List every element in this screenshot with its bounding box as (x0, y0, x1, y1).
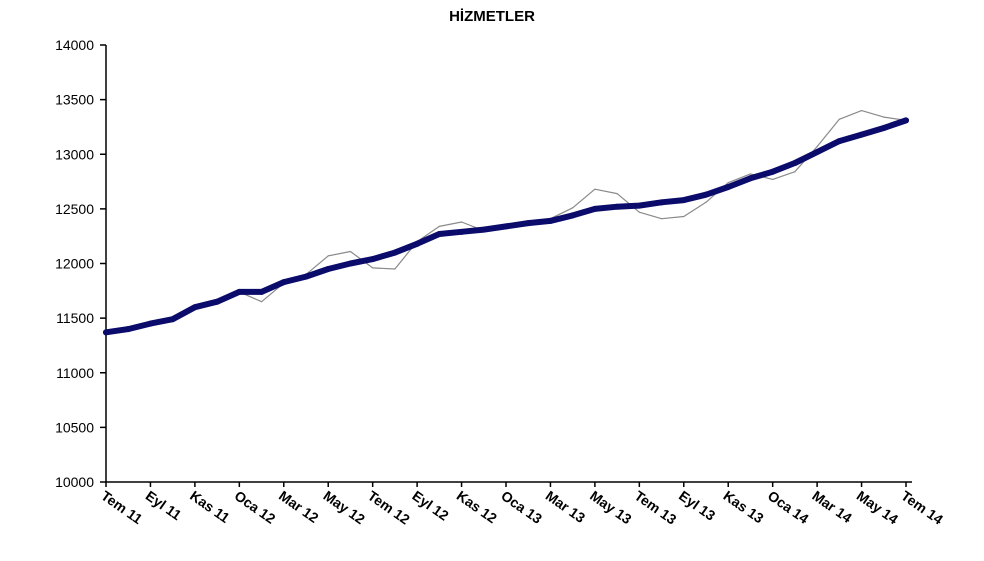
x-tick-label: Mar 14 (809, 487, 855, 526)
data-point (816, 146, 818, 148)
x-tick-label: May 14 (854, 487, 902, 527)
y-tick-label: 13500 (55, 92, 94, 108)
data-point (460, 221, 463, 223)
data-point (236, 288, 243, 295)
x-tick-label: Kas 11 (187, 487, 233, 526)
x-tick-label: Eyl 12 (409, 487, 452, 523)
chart-title: HİZMETLER (449, 8, 535, 25)
data-point (147, 320, 154, 327)
y-tick-label: 13000 (55, 146, 94, 162)
data-point (705, 201, 707, 203)
y-tick-label: 12500 (55, 201, 94, 217)
x-tick-label: Tem 14 (898, 487, 946, 527)
data-point (169, 316, 176, 323)
data-point (591, 205, 598, 212)
data-point (838, 118, 840, 120)
data-point (260, 301, 263, 303)
data-point (725, 184, 732, 191)
data-point (327, 255, 329, 257)
data-point (594, 188, 596, 190)
data-point (503, 223, 509, 230)
data-point (369, 256, 376, 263)
data-point (525, 220, 532, 227)
x-tick-label: May 13 (587, 487, 635, 527)
x-tick-label: Tem 11 (98, 487, 145, 527)
x-tick-label: May 12 (321, 487, 369, 527)
y-tick-label: 10500 (55, 419, 94, 435)
data-point (903, 117, 909, 124)
data-point (303, 273, 309, 280)
data-point (569, 212, 576, 219)
data-point (616, 192, 618, 195)
y-tick-label: 12000 (55, 256, 94, 272)
data-point (614, 203, 621, 210)
data-point (791, 159, 798, 166)
data-point (814, 149, 821, 156)
data-point (749, 173, 752, 175)
x-tick-label: Eyl 11 (143, 487, 185, 523)
data-point (658, 199, 665, 206)
x-tick-label: Mar 12 (276, 487, 322, 526)
data-point (191, 304, 198, 311)
data-point (372, 267, 374, 269)
x-tick-label: Oca 14 (765, 487, 812, 527)
data-point (414, 240, 421, 247)
x-tick-label: Tem 12 (365, 487, 413, 527)
data-point (660, 218, 663, 220)
y-tick-label: 10000 (55, 474, 94, 490)
data-point (794, 171, 796, 173)
y-tick-label: 14000 (55, 37, 94, 53)
data-point (727, 182, 729, 184)
data-point (880, 125, 887, 132)
data-point (125, 326, 132, 333)
data-point (349, 250, 352, 253)
data-point (214, 298, 221, 305)
data-point (858, 131, 865, 138)
data-point (772, 178, 774, 180)
data-point (703, 191, 709, 198)
data-point (436, 231, 443, 238)
data-point (860, 109, 863, 112)
x-tick-label: Mar 13 (543, 487, 589, 526)
data-point (747, 175, 754, 182)
data-point (438, 225, 440, 227)
data-point (836, 138, 843, 145)
data-point (258, 288, 265, 295)
data-point (547, 217, 554, 224)
y-tick-label: 11000 (56, 365, 94, 381)
data-point (280, 279, 287, 286)
x-tick-label: Oca 12 (232, 487, 279, 527)
x-tick-label: Eyl 13 (676, 487, 719, 523)
data-point (325, 265, 332, 272)
data-point (391, 249, 398, 256)
data-point (883, 116, 885, 118)
data-point (480, 226, 487, 233)
data-point (683, 215, 685, 218)
x-tick-label: Kas 12 (454, 487, 500, 526)
data-point (458, 228, 465, 235)
x-tick-label: Kas 13 (721, 487, 767, 526)
data-point (680, 197, 687, 204)
data-point (636, 202, 643, 209)
data-point (572, 207, 574, 209)
x-tick-label: Oca 13 (498, 487, 545, 527)
y-axis-ticks: 10000 10500 11000 11500 12000 12500 13000 13500… (55, 37, 106, 490)
data-point (347, 260, 354, 267)
y-tick-label: 11500 (56, 310, 94, 326)
data-point (103, 329, 109, 336)
x-tick-label: Tem 13 (632, 487, 680, 527)
data-point (638, 211, 640, 213)
series-layer (103, 109, 909, 336)
data-point (769, 168, 776, 175)
data-point (394, 268, 396, 270)
